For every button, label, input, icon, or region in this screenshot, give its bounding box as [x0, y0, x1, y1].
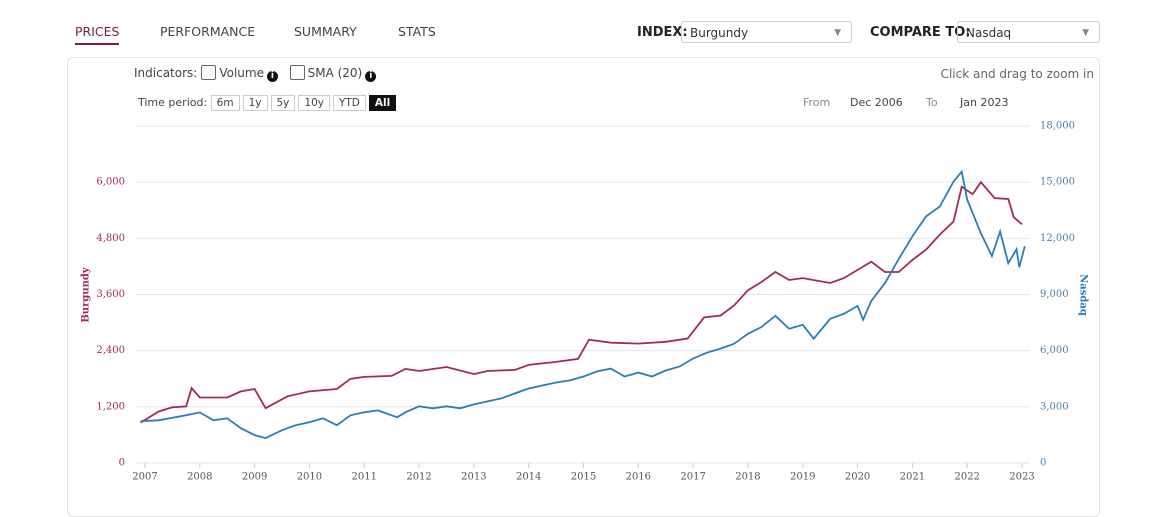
period-button[interactable]: 6m [210, 95, 240, 111]
y-tick-label: 2,400 [96, 345, 125, 356]
compare-select[interactable]: Nasdaq ▼ [957, 21, 1100, 43]
period-button[interactable]: All [368, 95, 397, 111]
zoom-hint: Click and drag to zoom in [940, 67, 1094, 81]
x-tick-label: 2019 [790, 472, 815, 483]
from-label: From [803, 96, 831, 109]
y2-axis-title: Nasdaq [1078, 274, 1089, 316]
y2-tick-label: 3,000 [1040, 401, 1069, 412]
info-icon[interactable]: i [365, 71, 377, 82]
period-button[interactable]: 10y [298, 95, 330, 111]
y-tick-label: 3,600 [96, 289, 125, 300]
indicators: Indicators: Volume i SMA (20) i [134, 65, 377, 82]
x-tick-label: 2011 [352, 472, 377, 483]
x-tick-label: 2017 [680, 472, 705, 483]
y2-tick-label: 6,000 [1040, 345, 1069, 356]
y-axis-title: Burgundy [81, 266, 92, 323]
indicator-option: SMA (20) [307, 66, 363, 80]
x-tick-label: 2023 [1009, 472, 1034, 483]
tab[interactable]: PERFORMANCE [160, 24, 256, 39]
to-value[interactable]: Jan 2023 [960, 96, 1009, 109]
y-tick-label: 6,000 [96, 177, 125, 188]
checkbox[interactable] [289, 65, 305, 80]
x-tick-label: 2020 [845, 472, 870, 483]
chart: 0 3,000 6,000 9,000 12,000 15,000 18,000 0 1,200… [81, 121, 1089, 483]
from-value[interactable]: Dec 2006 [850, 96, 903, 109]
y2-tick-label: 18,000 [1040, 121, 1075, 132]
x-tick-label: 2015 [571, 472, 596, 483]
indicator-option: Volume [219, 66, 264, 80]
x-tick-label: 2012 [406, 472, 431, 483]
index-value: Burgundy [690, 26, 749, 40]
series-line [140, 169, 1026, 440]
x-tick-label: 2014 [516, 472, 541, 483]
y-tick-label: 4,800 [96, 233, 125, 244]
x-tick-label: 2016 [626, 472, 651, 483]
to-label: To [926, 96, 938, 109]
caret: ▼ [1082, 28, 1089, 38]
page: PRICES PERFORMANCE SUMMARY STATS INDEX: … [67, 21, 1100, 517]
x-tick-label: 2008 [187, 472, 212, 483]
tab[interactable]: STATS [398, 24, 436, 39]
indicators-label: Indicators: [134, 66, 198, 80]
x-tick-label: 2007 [132, 472, 157, 483]
period-button[interactable]: YTD [332, 95, 366, 111]
y2-tick-label: 9,000 [1040, 289, 1069, 300]
compare-label: COMPARE TO: [870, 25, 971, 40]
x-tick-label: 2010 [297, 472, 322, 483]
time-period-label: Time period: [138, 96, 208, 109]
x-tick-label: 2022 [954, 472, 979, 483]
y2-tick-label: 0 [1040, 458, 1046, 469]
y2-tick-label: 15,000 [1040, 177, 1075, 188]
x-tick-label: 2013 [461, 472, 486, 483]
compare-value: Nasdaq [966, 26, 1012, 40]
tab[interactable]: PRICES [75, 24, 120, 45]
index-label: INDEX: [637, 25, 688, 40]
x-tick-label: 2021 [900, 472, 925, 483]
y-tick-label: 1,200 [96, 401, 125, 412]
x-tick-label: 2009 [242, 472, 267, 483]
y2-tick-label: 12,000 [1040, 233, 1075, 244]
caret: ▼ [834, 28, 841, 38]
info-icon[interactable]: i [266, 71, 278, 82]
x-tick-label: 2018 [735, 472, 760, 483]
series-line [140, 180, 1023, 424]
y-tick-label: 0 [119, 458, 125, 469]
tab[interactable]: SUMMARY [294, 24, 357, 39]
time-period: Time period: 6m 1y 5y 10y YTD All [138, 95, 399, 111]
period-button[interactable]: 5y [270, 95, 296, 111]
index-select[interactable]: Burgundy ▼ [681, 21, 852, 43]
checkbox[interactable] [201, 65, 217, 80]
period-button[interactable]: 1y [242, 95, 268, 111]
